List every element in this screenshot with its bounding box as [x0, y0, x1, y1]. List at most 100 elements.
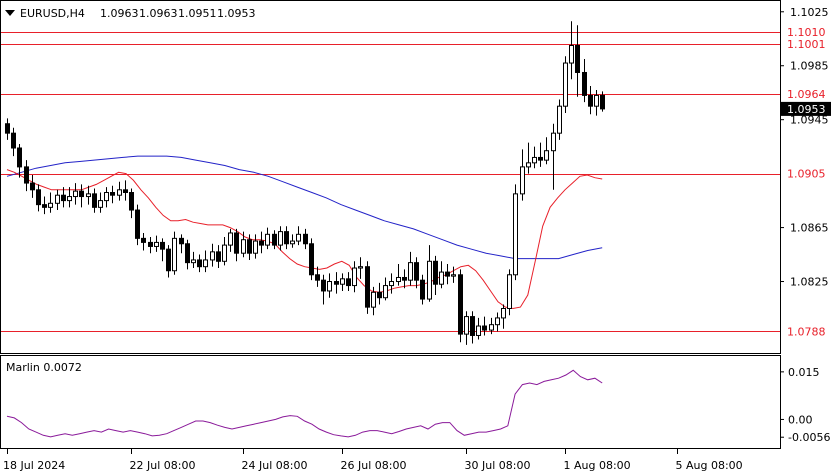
- candle[interactable]: [278, 226, 283, 251]
- candle[interactable]: [445, 263, 450, 285]
- candle[interactable]: [160, 238, 165, 262]
- candle[interactable]: [48, 192, 53, 213]
- candle[interactable]: [371, 286, 376, 316]
- candle[interactable]: [185, 239, 190, 270]
- candle[interactable]: [253, 234, 258, 259]
- candle[interactable]: [464, 311, 469, 345]
- candle[interactable]: [439, 261, 444, 289]
- candle[interactable]: [129, 188, 134, 219]
- candle[interactable]: [11, 127, 16, 157]
- candle[interactable]: [148, 237, 153, 254]
- candle[interactable]: [216, 245, 221, 269]
- candle[interactable]: [303, 228, 308, 250]
- candle[interactable]: [272, 230, 277, 250]
- candle[interactable]: [117, 181, 122, 201]
- candle[interactable]: [104, 187, 109, 208]
- candle[interactable]: [346, 272, 351, 291]
- candle[interactable]: [482, 316, 487, 336]
- candle[interactable]: [42, 196, 47, 215]
- candle[interactable]: [420, 274, 425, 305]
- candle[interactable]: [228, 228, 233, 252]
- candle[interactable]: [24, 160, 29, 192]
- candle[interactable]: [247, 234, 252, 260]
- candle[interactable]: [495, 312, 500, 332]
- candle[interactable]: [79, 184, 84, 208]
- candle[interactable]: [135, 204, 140, 246]
- candle[interactable]: [470, 311, 475, 344]
- candle[interactable]: [166, 245, 171, 278]
- candle[interactable]: [358, 257, 363, 279]
- candle[interactable]: [389, 273, 394, 294]
- candle[interactable]: [265, 227, 270, 250]
- candle[interactable]: [582, 58, 587, 103]
- candle[interactable]: [259, 231, 264, 254]
- candle[interactable]: [290, 234, 295, 248]
- candle[interactable]: [476, 317, 481, 340]
- candle[interactable]: [526, 142, 531, 174]
- candle[interactable]: [172, 231, 177, 275]
- candle[interactable]: [110, 185, 115, 204]
- candle[interactable]: [98, 192, 103, 213]
- candle[interactable]: [210, 243, 215, 267]
- candle[interactable]: [241, 231, 246, 258]
- candle[interactable]: [563, 56, 568, 113]
- candle[interactable]: [191, 251, 196, 269]
- candle[interactable]: [197, 254, 202, 273]
- candle[interactable]: [55, 189, 60, 211]
- candle[interactable]: [5, 118, 10, 140]
- candle[interactable]: [414, 257, 419, 289]
- candle[interactable]: [123, 180, 128, 201]
- candle[interactable]: [507, 269, 512, 316]
- candle[interactable]: [557, 99, 562, 140]
- candle[interactable]: [402, 269, 407, 289]
- candle[interactable]: [67, 187, 72, 208]
- candle[interactable]: [501, 304, 506, 329]
- candle[interactable]: [86, 185, 91, 205]
- candle[interactable]: [427, 245, 432, 302]
- candle[interactable]: [551, 123, 556, 190]
- candle[interactable]: [327, 273, 332, 298]
- candle[interactable]: [377, 282, 382, 305]
- candle-body-bull: [48, 202, 53, 208]
- candle[interactable]: [588, 85, 593, 115]
- dropdown-triangle-icon[interactable]: [5, 10, 15, 16]
- candle[interactable]: [575, 25, 580, 97]
- candle[interactable]: [408, 251, 413, 286]
- candle[interactable]: [396, 263, 401, 286]
- candle[interactable]: [222, 237, 227, 266]
- candle[interactable]: [315, 266, 320, 287]
- candle[interactable]: [73, 183, 78, 205]
- candle[interactable]: [203, 250, 208, 273]
- candle[interactable]: [296, 226, 301, 246]
- candle[interactable]: [532, 146, 537, 169]
- candle[interactable]: [36, 184, 41, 212]
- candle[interactable]: [17, 143, 22, 178]
- candle[interactable]: [365, 261, 370, 314]
- candle[interactable]: [433, 255, 438, 296]
- candle[interactable]: [340, 273, 345, 291]
- candle[interactable]: [309, 238, 314, 281]
- candle[interactable]: [284, 226, 289, 250]
- candle[interactable]: [352, 261, 357, 293]
- candle[interactable]: [179, 234, 184, 254]
- candle[interactable]: [334, 272, 339, 294]
- candle[interactable]: [383, 277, 388, 301]
- candle[interactable]: [538, 142, 543, 167]
- candle[interactable]: [600, 91, 605, 112]
- candle[interactable]: [321, 274, 326, 305]
- candle[interactable]: [458, 269, 463, 343]
- candle[interactable]: [141, 232, 146, 251]
- candle[interactable]: [489, 317, 494, 335]
- candle[interactable]: [61, 187, 66, 208]
- candle[interactable]: [544, 137, 549, 165]
- candle[interactable]: [513, 184, 518, 281]
- candle[interactable]: [154, 235, 159, 252]
- candle[interactable]: [520, 149, 525, 201]
- candle[interactable]: [451, 266, 456, 283]
- candle[interactable]: [234, 228, 239, 262]
- candle[interactable]: [30, 174, 35, 198]
- candle[interactable]: [594, 90, 599, 116]
- candle-body-bear: [135, 209, 140, 239]
- candle[interactable]: [92, 188, 97, 213]
- candle[interactable]: [569, 21, 574, 80]
